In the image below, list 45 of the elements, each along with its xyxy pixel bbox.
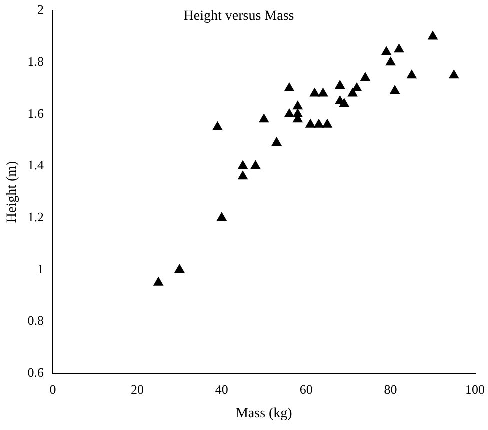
point <box>390 85 400 94</box>
point <box>360 72 371 82</box>
y-tick-label: 1.2 <box>28 210 44 225</box>
y-tick-label: 1.6 <box>28 106 45 121</box>
point <box>428 30 438 40</box>
point <box>314 118 324 128</box>
point <box>339 98 350 108</box>
point <box>216 212 228 222</box>
y-tick-label: 2 <box>38 2 44 18</box>
x-tick-label: 60 <box>300 382 313 397</box>
x-tick-label: 80 <box>384 382 398 397</box>
point <box>318 88 328 97</box>
point <box>322 118 333 128</box>
point <box>386 56 396 66</box>
point <box>292 100 304 110</box>
y-tick-label: 0.8 <box>28 313 44 328</box>
y-tick-label: 0.6 <box>28 365 45 380</box>
point <box>352 82 362 92</box>
x-tick-label: 40 <box>215 382 228 397</box>
x-axis-title: Mass (kg) <box>236 406 293 422</box>
point <box>394 44 404 53</box>
y-tick-label: 1.8 <box>28 54 44 70</box>
point <box>174 264 185 273</box>
y-axis-title: Height (m) <box>5 160 20 224</box>
point <box>310 88 320 97</box>
y-tick-label: 1.4 <box>28 158 45 173</box>
point <box>238 170 248 180</box>
point <box>406 70 418 79</box>
point <box>305 118 316 128</box>
point <box>284 108 295 118</box>
chart-title: Height versus Mass <box>184 9 294 24</box>
y-tick-label: 1 <box>38 261 44 276</box>
point <box>153 276 164 286</box>
point <box>448 70 460 79</box>
point <box>258 114 270 123</box>
point <box>212 121 223 130</box>
point <box>250 160 261 170</box>
x-tick-label: 20 <box>130 382 144 397</box>
x-tick-label: 100 <box>466 382 485 397</box>
point <box>272 136 282 146</box>
point <box>334 80 346 89</box>
point <box>284 82 295 92</box>
point <box>238 160 248 170</box>
point <box>381 46 392 56</box>
x-tick-label: 0 <box>50 382 56 397</box>
